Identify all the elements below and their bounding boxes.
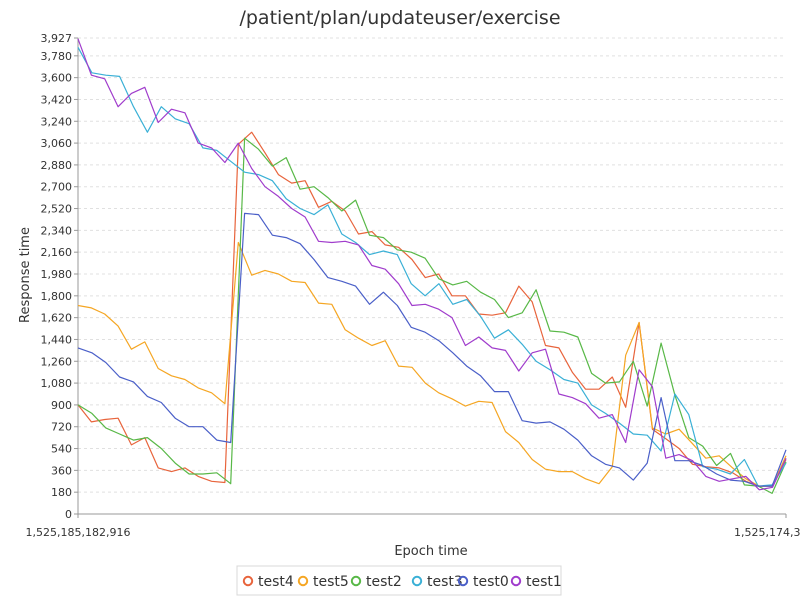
- gridlines: [78, 37, 786, 493]
- y-tick-label: 360: [51, 464, 72, 477]
- legend-marker-test5: [297, 575, 309, 587]
- series-line-test3: [77, 47, 787, 487]
- y-tick-label: 3,060: [41, 137, 73, 150]
- series-line-test5: [77, 241, 787, 487]
- y-tick-label: 2,160: [41, 246, 73, 259]
- legend-marker-test4: [242, 575, 254, 587]
- y-tick-label: 1,620: [41, 312, 73, 325]
- series-lines: [77, 38, 787, 494]
- y-tick-label: 3,240: [41, 115, 73, 128]
- legend-label-test0: test0: [473, 574, 509, 590]
- legend-label-test4: test4: [258, 574, 294, 590]
- legend-marker-test2: [350, 575, 362, 587]
- y-tick-label: 540: [51, 443, 72, 456]
- y-tick-label: 0: [65, 508, 72, 521]
- legend-marker-test3: [411, 575, 423, 587]
- y-tick-label: 720: [51, 421, 72, 434]
- y-tick-label: 2,520: [41, 203, 73, 216]
- chart-title: /patient/plan/updateuser/exercise: [239, 7, 560, 29]
- y-tick-label: 1,260: [41, 355, 73, 368]
- legend-label-test1: test1: [526, 574, 562, 590]
- y-axis-ticks: 0 180 360 540 720 900 1,080 1,260 1,440 1,620 1,80…: [41, 32, 78, 521]
- legend-label-test5: test5: [313, 574, 349, 590]
- y-axis-label: Response time: [18, 227, 33, 323]
- y-tick-label: 900: [51, 399, 72, 412]
- y-tick-label: 3,927: [41, 32, 73, 45]
- axes: [77, 38, 786, 515]
- x-axis-ticks: 1,525,185,182,916 1,525,174,3: [26, 514, 800, 539]
- legend-box: [236, 565, 562, 596]
- series-line-test0: [77, 212, 787, 487]
- y-tick-label: 1,440: [41, 333, 73, 346]
- x-axis-label: Epoch time: [394, 544, 467, 559]
- y-tick-label: 2,880: [41, 159, 73, 172]
- series-line-test1: [77, 38, 787, 491]
- y-tick-label: 3,600: [41, 72, 73, 85]
- legend-label-test3: test3: [427, 574, 463, 590]
- series-line-test2: [77, 137, 787, 494]
- legend-marker-test0: [457, 575, 469, 587]
- x-tick-label: 1,525,185,182,916: [26, 526, 131, 539]
- legend: test4 test5 test2 test3 test0 test1: [236, 565, 562, 596]
- y-tick-label: 3,780: [41, 50, 73, 63]
- series-line-test4: [77, 131, 787, 487]
- y-tick-label: 2,700: [41, 181, 73, 194]
- y-tick-label: 3,420: [41, 93, 73, 106]
- y-tick-label: 1,980: [41, 268, 73, 281]
- y-tick-label: 1,800: [41, 290, 73, 303]
- legend-marker-test1: [510, 575, 522, 587]
- y-tick-label: 2,340: [41, 224, 73, 237]
- legend-label-test2: test2: [366, 574, 402, 590]
- x-tick-label: 1,525,174,3: [734, 526, 800, 539]
- y-tick-label: 1,080: [41, 377, 73, 390]
- y-tick-label: 180: [51, 486, 72, 499]
